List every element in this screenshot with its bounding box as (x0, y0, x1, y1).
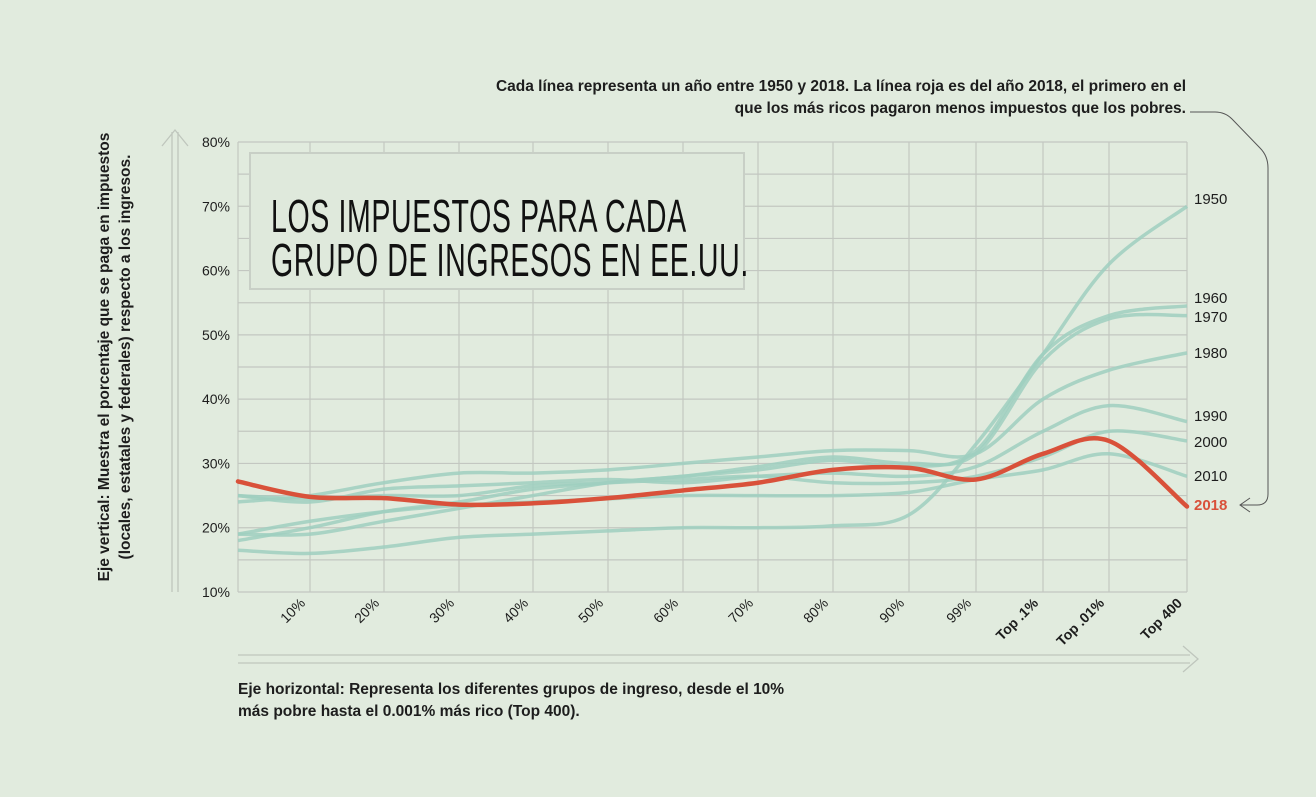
series-label-1980: 1980 (1194, 345, 1227, 362)
series-line-1970 (237, 312, 1188, 537)
annotation-top: Cada línea representa un año entre 1950 … (495, 78, 1186, 117)
series-label-1960: 1960 (1194, 290, 1227, 307)
y-tick-label: 40% (202, 391, 230, 407)
x-tick-label: 40% (500, 595, 531, 626)
x-tick-label: 60% (650, 595, 681, 626)
series-label-2000: 2000 (1194, 434, 1227, 451)
x-axis-arrow (238, 645, 1199, 673)
x-tick-label: Top .01% (1053, 594, 1107, 648)
series-line-1990 (237, 403, 1188, 504)
y-tick-label: 80% (202, 134, 230, 150)
series-line-2018 (235, 436, 1190, 509)
series-label-2018: 2018 (1194, 497, 1227, 514)
x-tick-label: Top .1% (993, 594, 1042, 643)
y-axis-arrow (161, 128, 189, 592)
series-label-2010: 2010 (1194, 468, 1227, 485)
y-tick-label: 50% (202, 327, 230, 343)
x-tick-label: 99% (943, 595, 974, 626)
series-label-1990: 1990 (1194, 408, 1227, 425)
series-label-1950: 1950 (1194, 191, 1227, 208)
y-tick-label: 60% (202, 263, 230, 279)
x-tick-label: 70% (725, 595, 756, 626)
x-tick-label: 50% (575, 595, 606, 626)
series-line-1980 (237, 351, 1188, 504)
y-tick-label: 10% (202, 584, 230, 600)
series-line-1960 (237, 304, 1188, 543)
series-line-2010 (237, 452, 1188, 536)
x-tick-label: 90% (876, 595, 907, 626)
x-tick-label: 30% (426, 595, 457, 626)
x-tick-label: 10% (277, 595, 308, 626)
title-box: LOS IMPUESTOS PARA CADA GRUPO DE INGRESO… (249, 152, 748, 290)
series-line-2000 (237, 429, 1188, 501)
x-tick-label: Top 400 (1137, 595, 1185, 643)
chart-title-line-2: GRUPO DE INGRESOS EN EE.UU. (271, 234, 749, 286)
y-tick-label: 20% (202, 520, 230, 536)
annotation-connector (1190, 111, 1269, 513)
y-tick-label: 30% (202, 455, 230, 471)
y-axis-label: Eje vertical: Muestra el porcentaje que … (96, 132, 134, 582)
x-tick-label: 80% (800, 595, 831, 626)
x-tick-label: 20% (351, 595, 382, 626)
x-axis-label: Eje horizontal: Representa los diferente… (238, 681, 785, 720)
chart-title-line-1: LOS IMPUESTOS PARA CADA (271, 190, 687, 242)
y-tick-label: 70% (202, 198, 230, 214)
series-label-1970: 1970 (1194, 309, 1227, 326)
chart-title: LOS IMPUESTOS PARA CADA GRUPO DE INGRESO… (271, 190, 749, 286)
